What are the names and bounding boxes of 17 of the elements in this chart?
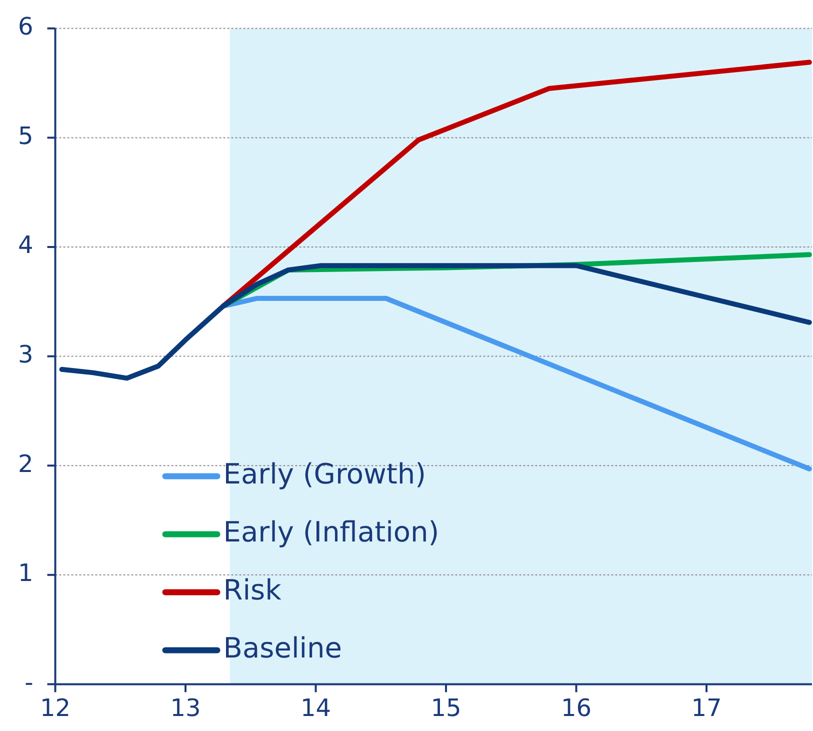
legend-label: Risk	[223, 573, 282, 606]
legend-label: Early (Inflation)	[223, 515, 440, 548]
y-tick-label: 3	[18, 340, 34, 369]
x-tick-label: 14	[300, 694, 332, 722]
x-tick-label: 16	[560, 694, 592, 722]
y-tick-label: 5	[18, 122, 34, 150]
y-tick-label: 1	[18, 559, 34, 588]
x-tick-label: 17	[691, 694, 722, 722]
x-tick-label: 13	[170, 694, 201, 722]
y-tick-label: 4	[18, 231, 34, 260]
legend-label: Baseline	[223, 631, 342, 664]
x-tick-label: 15	[430, 694, 462, 722]
x-tick-label: 12	[40, 694, 71, 722]
y-tick-label: 2	[18, 450, 34, 478]
y-tick-label: 6	[18, 12, 34, 41]
y-tick-label: -	[24, 668, 34, 696]
legend-label: Early (Growth)	[223, 457, 426, 490]
